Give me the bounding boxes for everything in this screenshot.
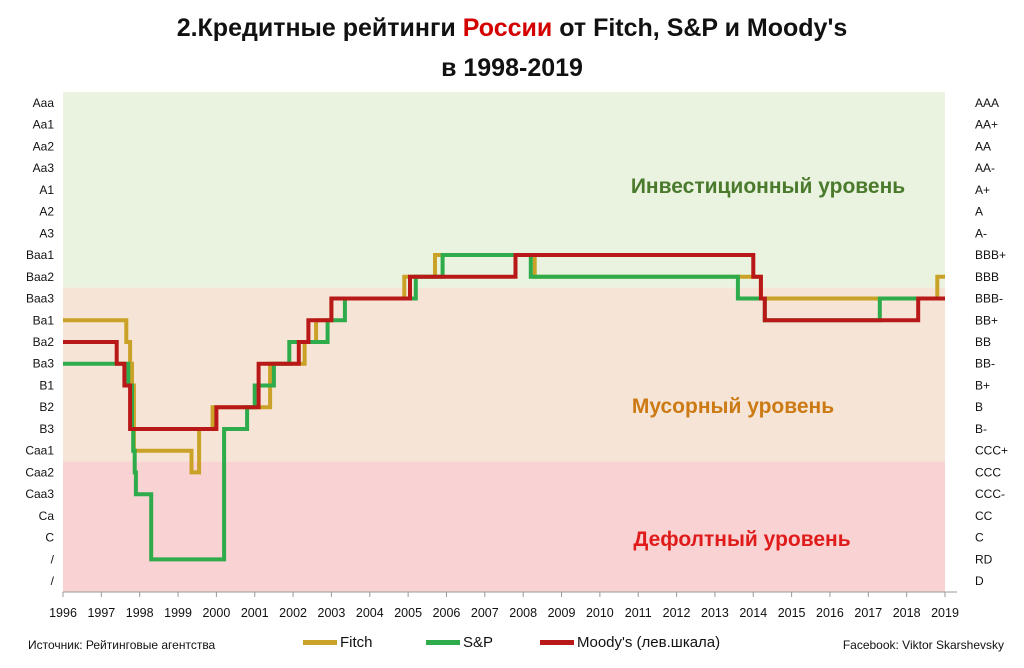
x-tick-label: 2017 <box>854 606 882 620</box>
y-tick-label-right: AA- <box>975 161 995 175</box>
x-tick-label: 2011 <box>625 606 652 620</box>
legend-label-fitch: Fitch <box>340 633 373 651</box>
author-credit: Facebook: Viktor Skarshevsky <box>842 638 1004 652</box>
title-part-2: от Fitch, S&P и Moody's <box>552 14 848 42</box>
x-tick-label: 2009 <box>548 606 576 620</box>
legend-item-fitch: Fitch <box>303 632 373 652</box>
title-part-1: 2.Кредитные рейтинги <box>176 14 463 42</box>
y-tick-label-left: A2 <box>39 205 54 219</box>
x-tick-label: 2014 <box>739 606 767 620</box>
y-tick-label-right: CC <box>975 509 993 523</box>
y-tick-label-left: / <box>51 574 55 588</box>
y-tick-label-left: C <box>45 531 54 545</box>
y-tick-label-right: C <box>975 531 984 545</box>
zone-band <box>63 461 945 592</box>
source-note: Источник: Рейтинговые агентства <box>28 638 216 652</box>
y-tick-label-right: BBB+ <box>975 248 1006 262</box>
x-tick-label: 2002 <box>279 606 307 620</box>
x-tick-label: 2018 <box>893 606 921 620</box>
y-tick-label-right: B- <box>975 422 987 436</box>
legend-swatch-moodys <box>540 639 574 645</box>
x-tick-label: 2006 <box>433 606 461 620</box>
y-tick-label-left: Baa2 <box>26 270 54 284</box>
x-tick-label: 2013 <box>701 606 729 620</box>
y-tick-label-left: Ba3 <box>33 357 55 371</box>
x-tick-label: 2012 <box>663 606 691 620</box>
legend-label-moodys: Moody's (лев.шкала) <box>577 633 721 651</box>
legend-swatch-sp <box>426 639 460 645</box>
y-tick-label-right: D <box>975 574 984 588</box>
legend-label-sp: S&P <box>463 633 494 651</box>
y-tick-label-right: A+ <box>975 183 990 197</box>
y-tick-label-right: CCC <box>975 465 1001 479</box>
y-tick-label-right: BB- <box>975 357 995 371</box>
x-tick-label: 1999 <box>164 606 192 620</box>
x-tick-label: 1997 <box>87 606 115 620</box>
y-tick-label-right: A- <box>975 226 987 240</box>
y-tick-label-left: Aaa <box>33 96 55 110</box>
legend-item-moodys: Moody's (лев.шкала) <box>540 632 720 652</box>
x-tick-label: 1998 <box>126 606 154 620</box>
y-tick-label-left: Caa1 <box>25 444 54 458</box>
y-tick-label-left: B1 <box>39 378 54 392</box>
x-tick-label: 2003 <box>318 606 346 620</box>
y-tick-label-left: Ca <box>39 509 55 523</box>
y-tick-label-right: BB+ <box>975 313 998 327</box>
zone-label: Мусорный уровень <box>632 395 834 418</box>
x-tick-label: 2000 <box>202 606 230 620</box>
y-tick-label-left: Caa2 <box>25 465 54 479</box>
y-tick-label-left: Baa1 <box>26 248 54 262</box>
zone-band <box>63 287 945 462</box>
y-tick-label-right: B <box>975 400 983 414</box>
y-tick-label-right: A <box>975 205 983 219</box>
y-tick-label-left: Ba2 <box>33 335 55 349</box>
y-tick-label-left: B2 <box>39 400 54 414</box>
zone-label: Инвестиционный уровень <box>631 175 905 198</box>
x-tick-label: 2010 <box>586 606 614 620</box>
y-tick-label-left: Aa3 <box>33 161 55 175</box>
y-tick-label-left: A1 <box>39 183 54 197</box>
y-tick-label-left: B3 <box>39 422 54 436</box>
y-tick-label-right: CCC- <box>975 487 1005 501</box>
y-tick-label-right: BBB <box>975 270 999 284</box>
series-line-moodys <box>63 253 945 431</box>
title-highlight: России <box>462 14 553 42</box>
y-tick-label-right: RD <box>975 552 993 566</box>
zone-label: Дефолтный уровень <box>633 528 850 551</box>
x-tick-label: 2007 <box>471 606 499 620</box>
x-tick-label: 2019 <box>931 606 959 620</box>
chart-subtitle: в 1998-2019 <box>441 54 583 82</box>
legend-item-sp: S&P <box>426 632 493 652</box>
series-line-sp <box>63 253 945 562</box>
chart-title: 2.Кредитные рейтинги России от Fitch, S&… <box>0 14 1024 43</box>
y-tick-label-right: AA <box>975 139 991 153</box>
y-tick-label-left: Aa1 <box>33 118 55 132</box>
y-tick-label-right: BB <box>975 335 991 349</box>
y-tick-label-right: BBB- <box>975 292 1003 306</box>
legend-swatch-fitch <box>303 639 337 645</box>
y-tick-label-left: / <box>51 552 55 566</box>
y-tick-label-right: CCC+ <box>975 444 1008 458</box>
x-tick-label: 2016 <box>816 606 844 620</box>
x-tick-label: 2001 <box>241 606 269 620</box>
x-tick-label: 1996 <box>49 606 77 620</box>
y-tick-label-left: Caa3 <box>25 487 54 501</box>
y-tick-label-right: AAA <box>975 96 999 110</box>
x-tick-label: 2015 <box>778 606 806 620</box>
x-tick-label: 2004 <box>356 606 384 620</box>
x-tick-label: 2005 <box>394 606 422 620</box>
y-tick-label-left: Ba1 <box>33 313 55 327</box>
x-tick-label: 2008 <box>509 606 537 620</box>
y-tick-label-left: Baa3 <box>26 292 54 306</box>
y-tick-label-right: AA+ <box>975 118 998 132</box>
y-tick-label-left: A3 <box>39 226 54 240</box>
y-tick-label-right: B+ <box>975 378 990 392</box>
y-tick-label-left: Aa2 <box>33 139 55 153</box>
